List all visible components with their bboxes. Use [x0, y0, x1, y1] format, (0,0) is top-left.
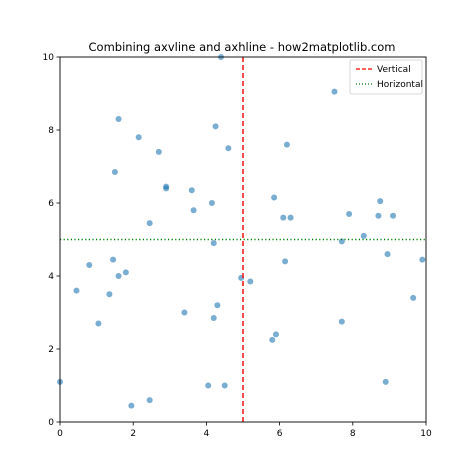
y-tick-label: 8	[48, 126, 54, 136]
scatter-point	[272, 331, 279, 338]
scatter-point	[210, 240, 217, 247]
x-tick-label: 4	[204, 429, 210, 439]
x-tick-label: 10	[420, 429, 432, 439]
scatter-point	[111, 168, 118, 175]
scatter-point	[106, 291, 113, 298]
scatter-point	[331, 88, 338, 95]
scatter-point	[382, 378, 389, 385]
chart-title: Combining axvline and axhline - how2matp…	[89, 40, 396, 54]
scatter-point	[360, 232, 367, 239]
scatter-point	[221, 382, 228, 389]
scatter-point	[287, 214, 294, 221]
scatter-point	[338, 318, 345, 325]
x-tick-label: 6	[277, 429, 283, 439]
scatter-point	[146, 397, 153, 404]
scatter-point	[146, 220, 153, 227]
y-tick-label: 4	[48, 272, 54, 282]
scatter-point	[346, 210, 353, 217]
scatter-point	[181, 309, 188, 316]
scatter-point	[163, 185, 170, 192]
scatter-point	[122, 269, 129, 276]
scatter-point	[280, 214, 287, 221]
scatter-point	[190, 207, 197, 214]
scatter-point	[205, 382, 212, 389]
scatter-point	[247, 278, 254, 285]
x-tick-label: 0	[57, 429, 63, 439]
reference-lines-layer	[60, 57, 426, 422]
scatter-point	[377, 198, 384, 205]
scatter-point	[212, 123, 219, 130]
scatter-point	[188, 187, 195, 194]
y-tick-label: 0	[48, 418, 54, 428]
scatter-point	[390, 212, 397, 219]
y-tick-label: 2	[48, 345, 54, 355]
scatter-point	[155, 148, 162, 155]
legend: Vertical Horizontal	[349, 59, 423, 95]
y-tick-label: 10	[43, 53, 55, 63]
scatter-point	[225, 145, 232, 152]
scatter-point	[95, 320, 102, 327]
y-axis: 0 2 4 6 8 10	[43, 53, 60, 428]
y-tick-label: 6	[48, 199, 54, 209]
scatter-point	[375, 212, 382, 219]
plot-area	[59, 56, 427, 423]
x-tick-label: 2	[130, 429, 136, 439]
scatter-point	[271, 194, 278, 201]
scatter-point	[410, 294, 417, 301]
scatter-point	[283, 141, 290, 148]
scatter-point	[86, 262, 93, 269]
scatter-point	[135, 134, 142, 141]
scatter-point	[282, 258, 289, 265]
scatter-point	[269, 336, 276, 343]
scatter-point	[419, 256, 426, 263]
scatter-point	[338, 238, 345, 245]
x-tick-label: 8	[350, 429, 356, 439]
scatter-point	[110, 256, 117, 263]
scatter-point	[115, 116, 122, 123]
x-axis: 0 2 4 6 8 10	[57, 422, 432, 439]
scatter-point	[128, 402, 135, 409]
scatter-point	[210, 314, 217, 321]
points-layer	[57, 54, 426, 409]
scatter-point	[214, 302, 221, 309]
scatter-point	[73, 287, 80, 294]
scatter-point	[384, 251, 391, 258]
scatter-point	[208, 200, 215, 206]
legend-vertical-label: Vertical	[377, 65, 411, 75]
scatter-point	[115, 273, 122, 279]
legend-horizontal-label: Horizontal	[377, 80, 423, 90]
